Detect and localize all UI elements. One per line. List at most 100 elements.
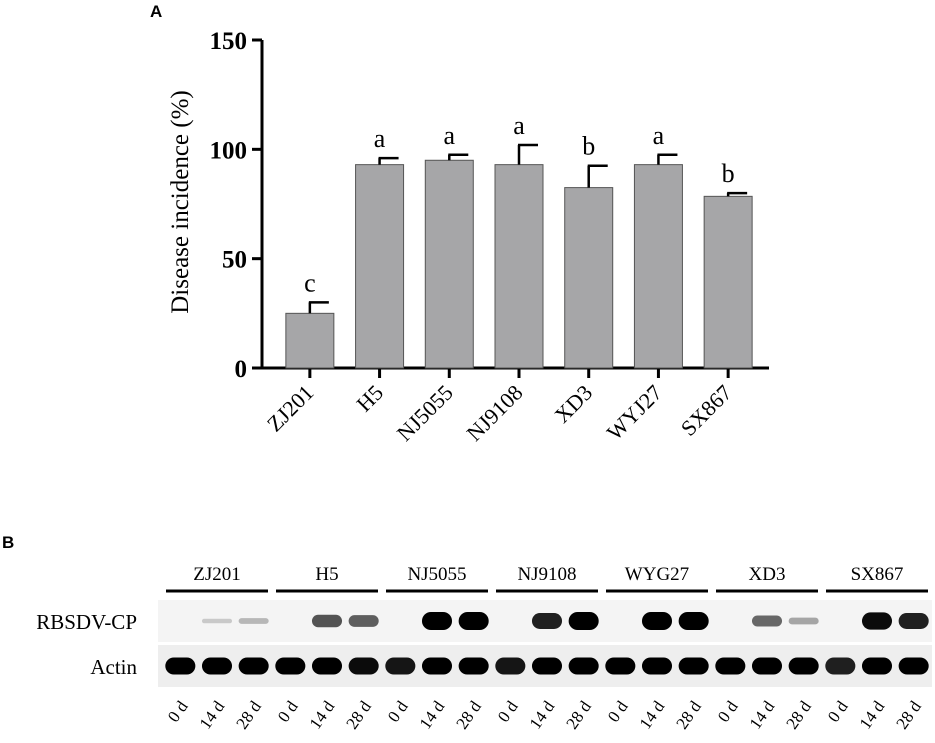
blot-band xyxy=(385,657,416,675)
bars: c a a a b a b xyxy=(285,111,753,369)
blot-band xyxy=(165,657,196,675)
bar xyxy=(285,312,335,369)
blot-timepoint-label: 14 d xyxy=(416,697,449,733)
blot-timepoint-label: 28 d xyxy=(672,697,705,733)
panel-b-western-blot: B ZJ201 H5 NJ5055 NJ9108 WYG27 XD3 SX867 RBSDV… xyxy=(2,533,932,733)
blot-timepoint-label: 28 d xyxy=(452,697,485,733)
blot-timepoint-label: 28 d xyxy=(892,697,925,733)
blot-band xyxy=(421,612,453,630)
blot-rows: RBSDV-CP Actin xyxy=(36,600,932,687)
y-axis-label: Disease incidence (%) xyxy=(167,90,194,314)
significance-letter: a xyxy=(653,121,665,150)
blot-row-label: Actin xyxy=(90,655,137,679)
x-tick-label: NJ5055 xyxy=(392,380,458,446)
blot-group-label: SX867 xyxy=(851,564,904,585)
panel-b-letter: B xyxy=(2,533,14,552)
blot-timepoint-label: 0 d xyxy=(714,697,742,726)
blot-timepoint-label: 14 d xyxy=(746,697,779,733)
blot-band xyxy=(678,657,709,675)
x-tick-label: H5 xyxy=(351,380,388,417)
x-axis: ZJ201 H5 NJ5055 NJ9108 XD3 WYJ27 SX867 xyxy=(262,366,769,446)
blot-band xyxy=(641,612,673,630)
blot-group-label: NJ5055 xyxy=(407,564,466,585)
blot-band xyxy=(201,618,233,624)
significance-letter: b xyxy=(722,159,735,188)
blot-band xyxy=(861,612,893,630)
bar xyxy=(494,164,544,369)
blot-timepoint-label: 14 d xyxy=(856,697,889,733)
blot-band xyxy=(788,657,819,675)
blot-band xyxy=(825,657,856,675)
blot-band xyxy=(311,657,343,675)
x-tick-label: XD3 xyxy=(549,380,597,428)
blot-timepoint-label: 14 d xyxy=(196,697,229,733)
blot-band xyxy=(531,613,563,629)
blot-band xyxy=(348,615,379,627)
blot-band xyxy=(458,612,489,630)
blot-band xyxy=(458,657,489,675)
blot-band xyxy=(568,612,599,630)
blot-band xyxy=(238,657,269,675)
blot-timepoint-label: 0 d xyxy=(604,697,632,726)
bar xyxy=(703,195,753,369)
blot-group-label: XD3 xyxy=(749,564,786,585)
blot-timepoint-label: 0 d xyxy=(274,697,302,726)
blot-timepoint-label: 0 d xyxy=(164,697,192,726)
blot-timepoint-label: 0 d xyxy=(824,697,852,726)
significance-letter: a xyxy=(444,121,456,150)
x-tick-label: ZJ201 xyxy=(262,380,319,437)
x-tick-label: NJ9108 xyxy=(461,380,527,446)
blot-group-headers: ZJ201 H5 NJ5055 NJ9108 WYG27 XD3 SX867 xyxy=(166,564,928,593)
blot-group-label: WYG27 xyxy=(625,564,689,585)
blot-band xyxy=(421,657,453,675)
blot-band xyxy=(898,657,929,675)
blot-timepoint-label: 14 d xyxy=(636,697,669,733)
bar xyxy=(424,159,474,369)
y-tick-label: 0 xyxy=(235,356,248,383)
blot-band xyxy=(348,657,379,675)
y-axis: 0 50 100 150 xyxy=(210,28,264,383)
blot-timepoint-label: 28 d xyxy=(782,697,815,733)
blot-band xyxy=(715,657,746,675)
blot-band xyxy=(275,657,306,675)
blot-band xyxy=(568,657,599,675)
blot-timepoint-label: 28 d xyxy=(232,697,265,733)
panel-a-letter: A xyxy=(150,2,162,21)
x-tick-label: WYJ27 xyxy=(602,380,667,445)
blot-band xyxy=(238,618,269,624)
blot-band xyxy=(531,657,563,675)
blot-row-label: RBSDV-CP xyxy=(36,610,137,634)
significance-letter: a xyxy=(374,124,386,153)
significance-letter: a xyxy=(513,111,525,140)
y-tick-label: 50 xyxy=(222,247,247,274)
blot-band xyxy=(201,657,233,675)
blot-timepoint-label: 0 d xyxy=(384,697,412,726)
blot-timepoint-label: 28 d xyxy=(342,697,375,733)
x-tick-label: SX867 xyxy=(676,380,737,441)
significance-letter: b xyxy=(582,132,595,161)
y-tick-label: 150 xyxy=(210,28,248,55)
blot-timepoint-label: 0 d xyxy=(494,697,522,726)
blot-band xyxy=(788,617,819,625)
bar xyxy=(355,164,405,369)
significance-letter: c xyxy=(304,268,316,297)
blot-band xyxy=(495,657,526,675)
blot-band xyxy=(861,657,893,675)
blot-group-label: ZJ201 xyxy=(193,564,241,585)
bar xyxy=(633,164,683,369)
blot-group-label: H5 xyxy=(315,564,338,585)
blot-band xyxy=(641,657,673,675)
blot-timepoint-label: 14 d xyxy=(526,697,559,733)
y-tick-label: 100 xyxy=(210,137,248,164)
blot-band xyxy=(678,612,709,630)
bar xyxy=(564,187,614,369)
blot-band xyxy=(898,613,929,629)
blot-band xyxy=(751,657,783,675)
blot-band xyxy=(605,657,636,675)
blot-group-label: NJ9108 xyxy=(517,564,576,585)
blot-band xyxy=(311,614,343,628)
panel-a-bar-chart: A Disease incidence (%) 0 50 100 150 ZJ201 H… xyxy=(150,2,769,446)
blot-band xyxy=(751,615,783,627)
